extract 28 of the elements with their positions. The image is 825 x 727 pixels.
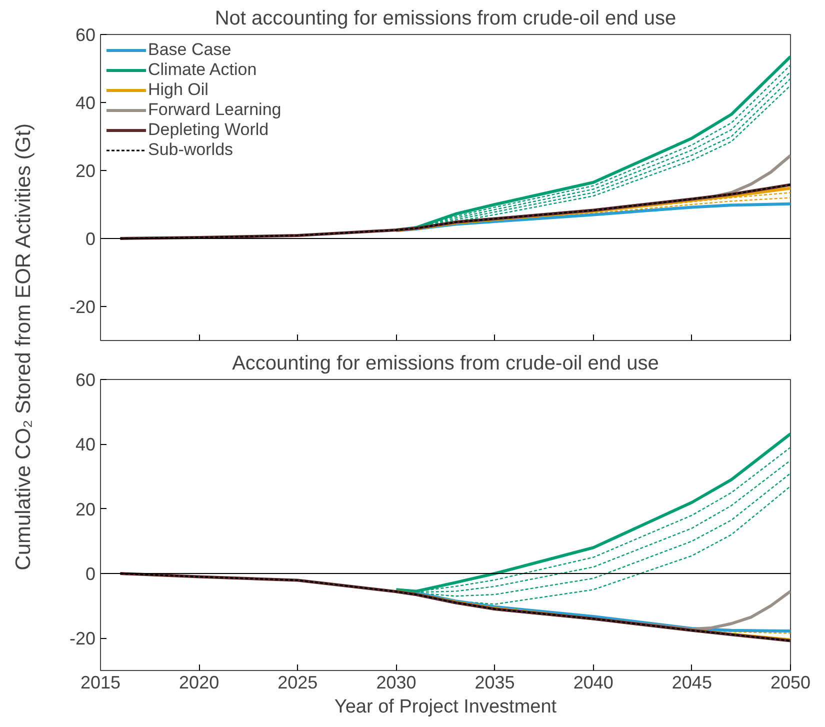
chart-title: Not accounting for emissions from crude-oil end use <box>214 8 676 30</box>
y-tick-label: 20 <box>75 499 96 520</box>
y-tick-label: 60 <box>75 370 96 390</box>
y-tick-label: 60 <box>75 25 96 45</box>
x-tick-label: 2040 <box>573 672 614 692</box>
x-tick-label: 2020 <box>179 672 220 692</box>
y-axis-title: Cumulative CO₂ Stored from EOR Activities (Gt) <box>12 123 35 570</box>
legend-label: Climate Action <box>148 60 257 80</box>
x-tick-label: 2015 <box>80 672 121 692</box>
legend-label: Base Case <box>148 40 232 60</box>
x-tick-label: 2030 <box>376 672 416 692</box>
chart-title: Accounting for emissions from crude-oil end use <box>232 352 659 374</box>
legend-label: Sub-worlds <box>148 140 234 160</box>
x-tick-label: 2045 <box>672 672 712 692</box>
y-tick-label: 20 <box>75 161 96 181</box>
y-tick-label: -20 <box>69 628 96 649</box>
legend-label: Depleting World <box>148 120 269 140</box>
y-tick-label: 40 <box>75 93 96 113</box>
x-axis-title: Year of Project Investment <box>334 696 558 718</box>
y-tick-label: 40 <box>75 434 96 455</box>
y-tick-label: 0 <box>85 564 96 584</box>
y-tick-label: -20 <box>69 297 96 317</box>
x-tick-label: 2025 <box>278 672 318 692</box>
legend-label: High Oil <box>148 80 208 100</box>
legend-label: Forward Learning <box>148 100 282 120</box>
x-tick-label: 2035 <box>474 672 515 692</box>
y-tick-label: 0 <box>85 229 96 249</box>
x-tick-label: 2050 <box>770 672 811 692</box>
